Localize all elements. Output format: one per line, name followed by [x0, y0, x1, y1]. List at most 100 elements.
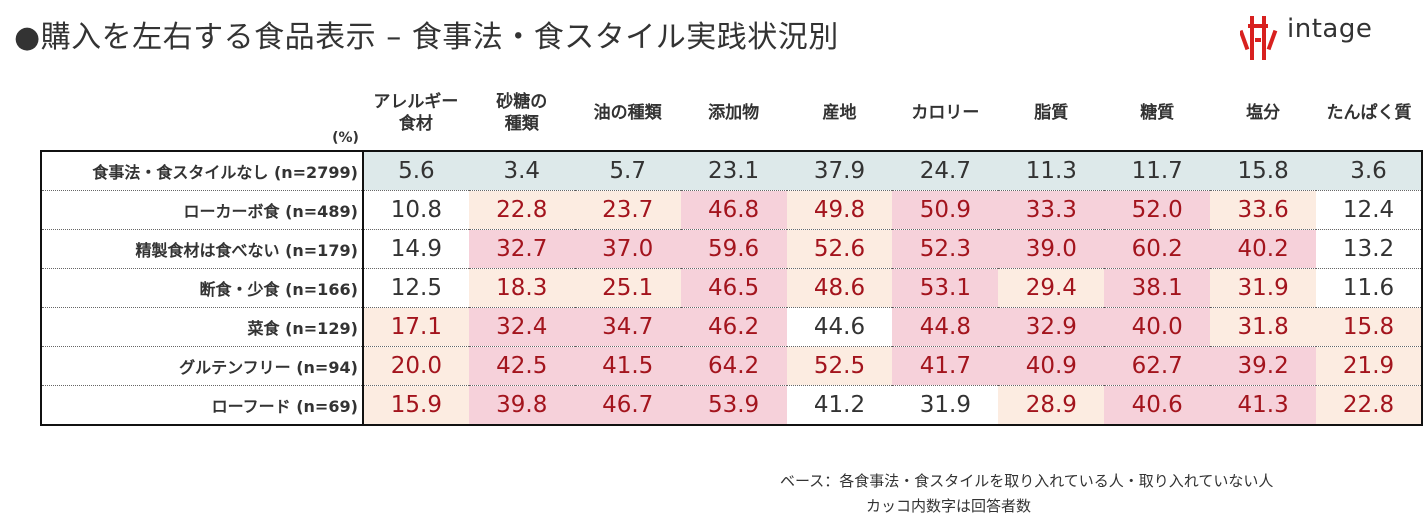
value-cell: 52.6 [786, 229, 893, 269]
value-cell: 32.9 [998, 307, 1105, 347]
value-cell: 18.3 [468, 268, 575, 308]
value-cell: 37.0 [574, 229, 681, 269]
value-cell: 38.1 [1104, 268, 1211, 308]
value-cell: 52.3 [892, 229, 999, 269]
value-cell: 22.8 [468, 190, 575, 230]
value-cell: 40.9 [998, 346, 1105, 386]
value-cell: 3.6 [1316, 150, 1423, 191]
row-label: ローカーボ食 (n=489) [40, 190, 364, 230]
page-title: ●購入を左右する食品表示 – 食事法・食スタイル実践状況別 [14, 20, 839, 55]
value-cell: 46.2 [680, 307, 787, 347]
table-row: 食事法・食スタイルなし (n=2799) 5.6 3.4 5.7 23.1 37.9 24.… [40, 150, 1423, 191]
value-cell: 41.7 [892, 346, 999, 386]
value-cell: 39.2 [1210, 346, 1317, 386]
value-cell: 53.9 [680, 385, 787, 426]
row-label: グルテンフリー (n=94) [40, 346, 364, 386]
column-header: 産地 [786, 76, 893, 152]
value-cell: 5.6 [362, 150, 469, 191]
value-cell: 52.5 [786, 346, 893, 386]
value-cell: 32.7 [468, 229, 575, 269]
table-row: グルテンフリー (n=94) 20.0 42.5 41.5 64.2 52.5 41.7 40… [40, 346, 1423, 386]
value-cell: 15.9 [362, 385, 469, 426]
value-cell: 50.9 [892, 190, 999, 230]
value-cell: 41.2 [786, 385, 893, 426]
table-row: 精製食材は食べない (n=179) 14.9 32.7 37.0 59.6 52.6 52.… [40, 229, 1423, 269]
column-header: アレルギー 食材 [362, 76, 469, 152]
column-header: たんぱく質 [1316, 76, 1422, 152]
value-cell: 41.5 [574, 346, 681, 386]
row-label: 精製食材は食べない (n=179) [40, 229, 364, 269]
value-cell: 46.8 [680, 190, 787, 230]
value-cell: 11.3 [998, 150, 1105, 191]
value-cell: 25.1 [574, 268, 681, 308]
value-cell: 33.3 [998, 190, 1105, 230]
column-header: 砂糖の 種類 [468, 76, 575, 152]
value-cell: 11.6 [1316, 268, 1423, 308]
intage-logo-icon [1240, 16, 1278, 60]
value-cell: 3.4 [468, 150, 575, 191]
value-cell: 48.6 [786, 268, 893, 308]
value-cell: 5.7 [574, 150, 681, 191]
value-cell: 17.1 [362, 307, 469, 347]
value-cell: 39.8 [468, 385, 575, 426]
base-note: ベース：各食事法・食スタイルを取り入れている人・取り入れていない人 [780, 472, 1274, 490]
value-cell: 52.0 [1104, 190, 1211, 230]
value-cell: 15.8 [1210, 150, 1317, 191]
logo-text: intage [1287, 14, 1373, 44]
column-header: 添加物 [680, 76, 787, 152]
value-cell: 10.8 [362, 190, 469, 230]
column-header: 糖質 [1104, 76, 1211, 152]
value-cell: 14.9 [362, 229, 469, 269]
header-row: (%) アレルギー 食材 砂糖の 種類 油の種類 添加物 産地 カロリー 脂質 糖質 塩分 たんぱ… [41, 76, 1422, 152]
value-cell: 59.6 [680, 229, 787, 269]
value-cell: 13.2 [1316, 229, 1423, 269]
value-cell: 53.1 [892, 268, 999, 308]
value-cell: 41.3 [1210, 385, 1317, 426]
value-cell: 60.2 [1104, 229, 1211, 269]
unit-label: (%) [332, 130, 359, 146]
data-table: (%) アレルギー 食材 砂糖の 種類 油の種類 添加物 産地 カロリー 脂質 糖質 塩分 たんぱ… [40, 76, 1423, 426]
value-cell: 44.8 [892, 307, 999, 347]
table-row: ローフード (n=69) 15.9 39.8 46.7 53.9 41.2 31.9 28.9… [40, 385, 1423, 426]
value-cell: 24.7 [892, 150, 999, 191]
value-cell: 40.6 [1104, 385, 1211, 426]
value-cell: 46.7 [574, 385, 681, 426]
table-row: 断食・少食 (n=166) 12.5 18.3 25.1 46.5 48.6 53.1 29.… [40, 268, 1423, 308]
value-cell: 37.9 [786, 150, 893, 191]
row-label: ローフード (n=69) [40, 385, 364, 426]
value-cell: 42.5 [468, 346, 575, 386]
value-cell: 49.8 [786, 190, 893, 230]
value-cell: 15.8 [1316, 307, 1423, 347]
row-label: 菜食 (n=129) [40, 307, 364, 347]
value-cell: 40.2 [1210, 229, 1317, 269]
value-cell: 32.4 [468, 307, 575, 347]
value-cell: 31.8 [1210, 307, 1317, 347]
value-cell: 31.9 [1210, 268, 1317, 308]
value-cell: 34.7 [574, 307, 681, 347]
respondent-count-note: カッコ内数字は回答者数 [866, 497, 1032, 515]
column-header: 脂質 [998, 76, 1105, 152]
value-cell: 64.2 [680, 346, 787, 386]
table-body: 食事法・食スタイルなし (n=2799) 5.6 3.4 5.7 23.1 37.9 24.… [40, 150, 1423, 426]
value-cell: 31.9 [892, 385, 999, 426]
value-cell: 44.6 [786, 307, 893, 347]
row-label: 断食・少食 (n=166) [40, 268, 364, 308]
value-cell: 29.4 [998, 268, 1105, 308]
row-label: 食事法・食スタイルなし (n=2799) [40, 150, 364, 191]
column-header: カロリー [892, 76, 999, 152]
value-cell: 21.9 [1316, 346, 1423, 386]
value-cell: 62.7 [1104, 346, 1211, 386]
table-row: ローカーボ食 (n=489) 10.8 22.8 23.7 46.8 49.8 50.9 33… [40, 190, 1423, 230]
value-cell: 39.0 [998, 229, 1105, 269]
value-cell: 46.5 [680, 268, 787, 308]
value-cell: 23.1 [680, 150, 787, 191]
value-cell: 33.6 [1210, 190, 1317, 230]
value-cell: 23.7 [574, 190, 681, 230]
value-cell: 20.0 [362, 346, 469, 386]
value-cell: 28.9 [998, 385, 1105, 426]
value-cell: 12.5 [362, 268, 469, 308]
value-cell: 40.0 [1104, 307, 1211, 347]
column-header: 油の種類 [574, 76, 681, 152]
value-cell: 12.4 [1316, 190, 1423, 230]
value-cell: 22.8 [1316, 385, 1423, 426]
